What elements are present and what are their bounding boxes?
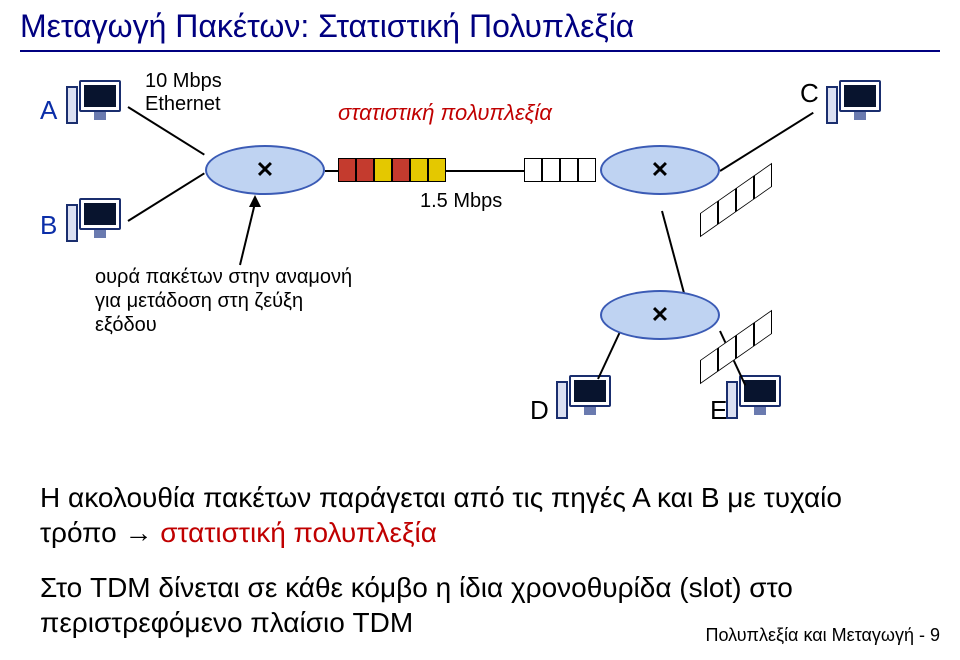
mid-link-label: 1.5 Mbps: [420, 190, 502, 213]
pc-d: [560, 375, 620, 425]
title-underline: [20, 50, 940, 52]
pc-e: [730, 375, 790, 425]
pc-c: [830, 80, 890, 130]
node-label-a: A: [40, 95, 57, 126]
queue-cell: [718, 335, 736, 372]
queue-cell: [736, 322, 754, 359]
queue-cell: [736, 175, 754, 212]
queue-cell: [524, 158, 542, 182]
network-diagram: A B C D E ✕ ✕ ✕ 10 Mbps Ethernet στατιστ…: [40, 70, 920, 470]
router-1: ✕: [205, 145, 325, 195]
packet-cell: [392, 158, 410, 182]
packet-cell: [338, 158, 356, 182]
packet-cell: [374, 158, 392, 182]
queue-cell: [560, 158, 578, 182]
footer-text: Πολυπλεξία και Μεταγωγή - 9: [705, 625, 940, 646]
packet-cell: [410, 158, 428, 182]
router2-input-queue: [524, 158, 596, 182]
queue-cell: [754, 163, 772, 200]
queue-cell: [700, 201, 718, 238]
node-label-c: C: [800, 78, 819, 109]
node-label-d: D: [530, 395, 549, 426]
queue-cell: [718, 188, 736, 225]
body-paragraph-1: Η ακολουθία πακέτων παράγεται από τις πη…: [40, 480, 842, 550]
body-line1: Η ακολουθία πακέτων παράγεται από τις πη…: [40, 482, 842, 513]
node-label-b: B: [40, 210, 57, 241]
pc-a: [70, 80, 130, 130]
router-3: ✕: [600, 290, 720, 340]
queue-cell: [700, 348, 718, 385]
packet-cell: [428, 158, 446, 182]
ethernet-label: 10 Mbps Ethernet: [145, 70, 222, 116]
queue-cell: [578, 158, 596, 182]
queue-cell: [542, 158, 560, 182]
link-b-router1: [127, 172, 204, 221]
body-line2-prefix: τρόπο →: [40, 517, 160, 548]
body-line3: Στο TDM δίνεται σε κάθε κόμβο η ίδια χρο…: [40, 572, 793, 603]
caption-arrow: [210, 195, 270, 270]
stat-mux-label: στατιστική πολυπλεξία: [338, 100, 552, 126]
page-title: Μεταγωγή Πακέτων: Στατιστική Πολυπλεξία: [20, 8, 634, 45]
packet-sequence: [338, 158, 446, 182]
router-2: ✕: [600, 145, 720, 195]
body-line2-accent: στατιστική πολυπλεξία: [160, 517, 437, 548]
link-router2-c: [719, 112, 813, 172]
packet-cell: [356, 158, 374, 182]
queue-cell: [754, 310, 772, 347]
pc-b: [70, 198, 130, 248]
node-label-e: E: [710, 395, 727, 426]
queue-caption: ουρά πακέτων στην αναμονή για μετάδοση σ…: [95, 265, 352, 337]
body-line4: περιστρεφόμενο πλαίσιο TDM: [40, 607, 413, 638]
body-paragraph-2: Στο TDM δίνεται σε κάθε κόμβο η ίδια χρο…: [40, 570, 793, 640]
